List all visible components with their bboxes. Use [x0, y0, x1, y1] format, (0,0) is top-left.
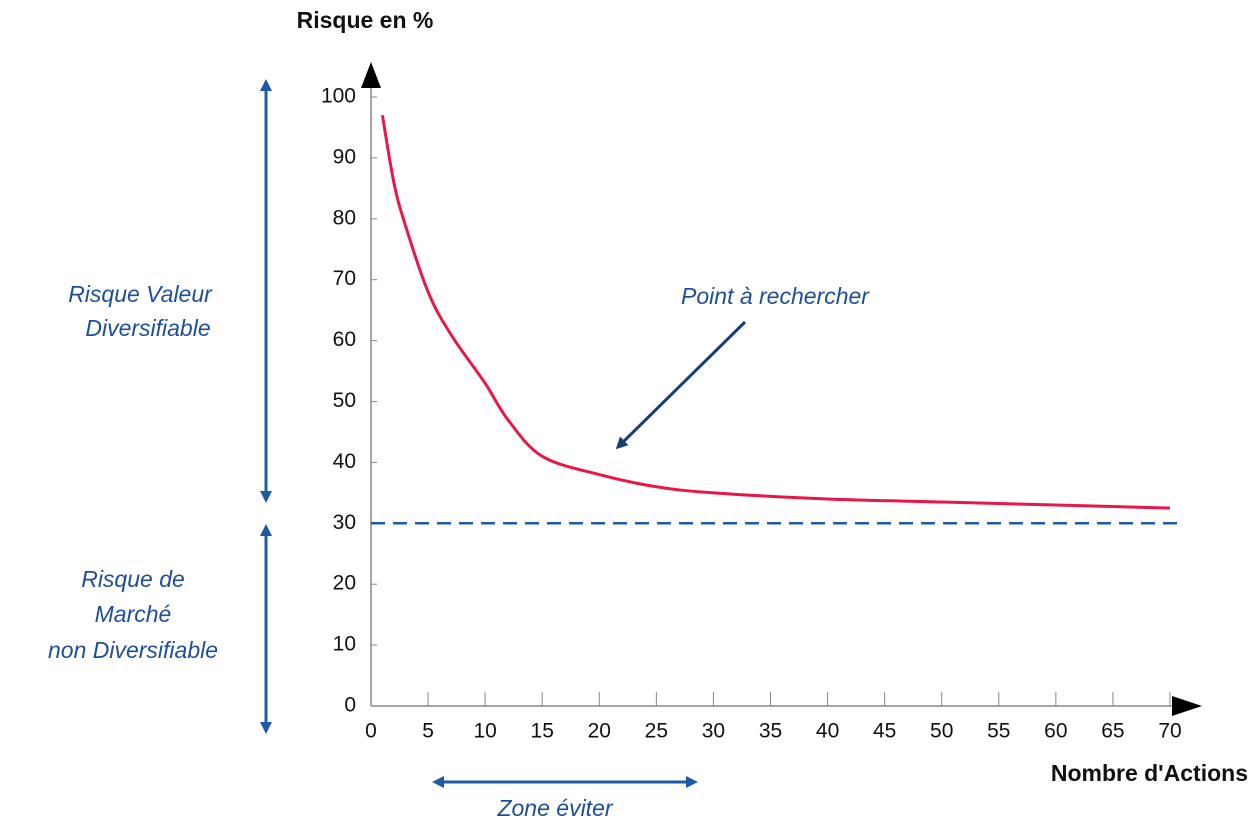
annotation: Risque Valeur — [68, 281, 213, 307]
y-tick-label: 0 — [344, 694, 356, 717]
curve — [380, 115, 1171, 510]
x-tick-label: 65 — [1101, 720, 1124, 743]
x-tick-label: 70 — [1158, 720, 1181, 743]
y-tick-label: 80 — [333, 206, 356, 229]
x-tick-label: 35 — [759, 720, 782, 743]
y-tick-label: 30 — [333, 511, 356, 534]
annotation: Marché — [95, 601, 172, 627]
annotation: Diversifiable — [85, 315, 210, 341]
y-tick-label: 20 — [333, 572, 356, 595]
x-tick-label: 5 — [422, 720, 434, 743]
x-tick-label: 10 — [473, 720, 496, 743]
y-tick-label: 70 — [333, 267, 356, 290]
y-tick-label: 100 — [321, 85, 356, 108]
x-tick-label: 50 — [930, 720, 953, 743]
x-tick-label: 45 — [873, 720, 896, 743]
arrow — [615, 320, 747, 450]
y-tick-label: 50 — [333, 389, 356, 412]
x-tick-label: 60 — [1044, 720, 1067, 743]
annotation: Point à rechercher — [681, 283, 870, 309]
x-tick-label: 25 — [645, 720, 668, 743]
x-tick-label: 15 — [531, 720, 554, 743]
annotation: Risque de — [81, 566, 185, 592]
x-tick-label: 55 — [987, 720, 1010, 743]
y-tick-label: 10 — [333, 633, 356, 656]
x-axis-label: Nombre d'Actions — [1051, 760, 1248, 786]
x-tick-label: 40 — [816, 720, 839, 743]
annotation: non Diversifiable — [48, 637, 218, 663]
x-tick-label: 30 — [702, 720, 725, 743]
x-axis-arrow — [1172, 696, 1202, 716]
y-tick-label: 60 — [333, 328, 356, 351]
y-tick-label: 90 — [333, 145, 356, 168]
x-tick-label: 0 — [365, 720, 377, 743]
x-tick-label: 20 — [588, 720, 611, 743]
y-axis-label: Risque en % — [297, 7, 434, 33]
annotation: Zone éviter — [496, 795, 613, 821]
y-axis-arrow — [361, 62, 381, 88]
y-tick-label: 40 — [333, 450, 356, 473]
